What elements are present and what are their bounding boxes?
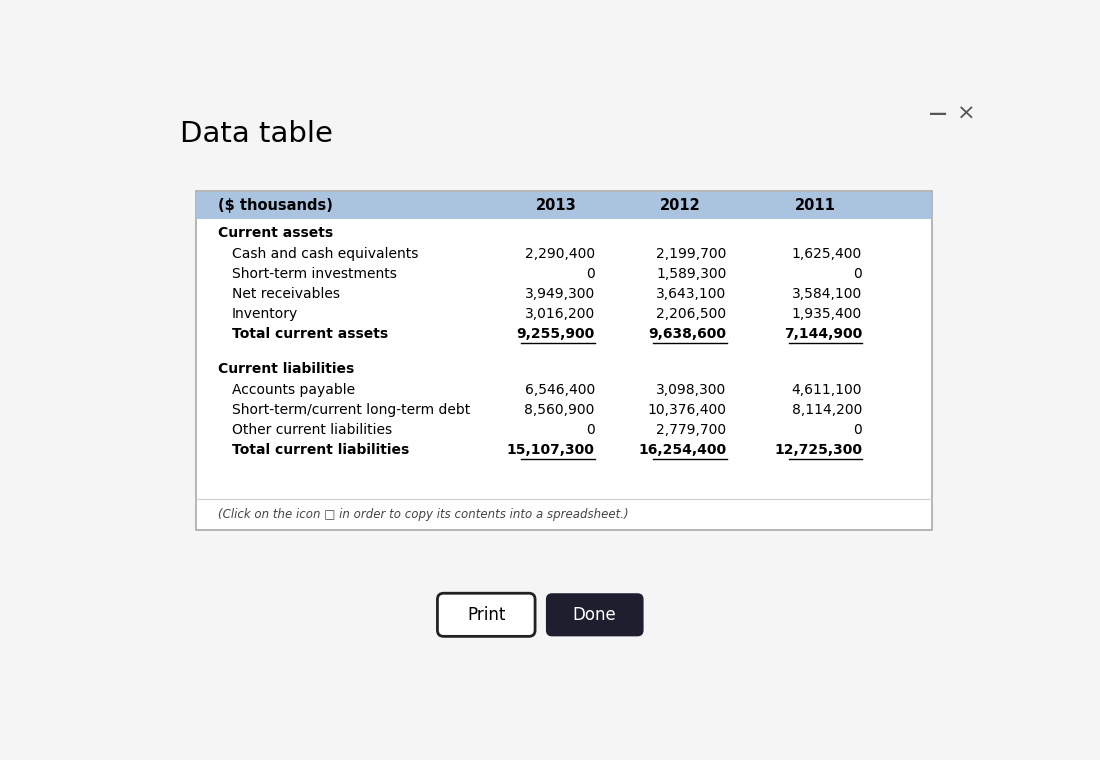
FancyBboxPatch shape bbox=[546, 594, 644, 636]
Text: —: — bbox=[930, 105, 947, 123]
Text: 8,114,200: 8,114,200 bbox=[792, 403, 862, 417]
Text: 7,144,900: 7,144,900 bbox=[784, 327, 862, 341]
FancyBboxPatch shape bbox=[438, 594, 535, 636]
Text: Data table: Data table bbox=[180, 121, 333, 148]
Text: 16,254,400: 16,254,400 bbox=[638, 443, 726, 458]
Text: 10,376,400: 10,376,400 bbox=[648, 403, 726, 417]
Text: 9,638,600: 9,638,600 bbox=[649, 327, 726, 341]
Text: Print: Print bbox=[468, 606, 505, 624]
Text: 3,949,300: 3,949,300 bbox=[525, 287, 595, 301]
Text: 0: 0 bbox=[854, 267, 862, 280]
Bar bbox=[197, 192, 931, 219]
Bar bbox=[196, 192, 932, 530]
Text: 0: 0 bbox=[854, 423, 862, 437]
Text: 3,016,200: 3,016,200 bbox=[525, 307, 595, 321]
Text: 2012: 2012 bbox=[660, 198, 701, 214]
Text: Current assets: Current assets bbox=[218, 226, 333, 240]
Text: 6,546,400: 6,546,400 bbox=[525, 383, 595, 397]
Text: 15,107,300: 15,107,300 bbox=[507, 443, 595, 458]
Text: ($ thousands): ($ thousands) bbox=[218, 198, 333, 214]
Text: 2,290,400: 2,290,400 bbox=[525, 247, 595, 261]
Text: 1,589,300: 1,589,300 bbox=[656, 267, 726, 280]
Text: 3,584,100: 3,584,100 bbox=[792, 287, 862, 301]
Text: 3,643,100: 3,643,100 bbox=[657, 287, 726, 301]
Text: Inventory: Inventory bbox=[232, 307, 298, 321]
Text: Short-term/current long-term debt: Short-term/current long-term debt bbox=[232, 403, 471, 417]
Text: 0: 0 bbox=[586, 267, 595, 280]
Text: Short-term investments: Short-term investments bbox=[232, 267, 397, 280]
Text: Done: Done bbox=[573, 606, 617, 624]
Text: 8,560,900: 8,560,900 bbox=[525, 403, 595, 417]
Text: 9,255,900: 9,255,900 bbox=[517, 327, 595, 341]
Text: Other current liabilities: Other current liabilities bbox=[232, 423, 393, 437]
Text: 4,611,100: 4,611,100 bbox=[792, 383, 862, 397]
Text: 2,206,500: 2,206,500 bbox=[657, 307, 726, 321]
Text: 3,098,300: 3,098,300 bbox=[657, 383, 726, 397]
Text: ×: × bbox=[957, 103, 976, 124]
Text: 0: 0 bbox=[586, 423, 595, 437]
Text: Cash and cash equivalents: Cash and cash equivalents bbox=[232, 247, 418, 261]
Text: 2011: 2011 bbox=[795, 198, 836, 214]
Text: 2,199,700: 2,199,700 bbox=[656, 247, 726, 261]
Text: Net receivables: Net receivables bbox=[232, 287, 340, 301]
Text: Current liabilities: Current liabilities bbox=[218, 363, 354, 376]
Text: Total current assets: Total current assets bbox=[232, 327, 388, 341]
Text: 2013: 2013 bbox=[536, 198, 576, 214]
Text: 12,725,300: 12,725,300 bbox=[774, 443, 862, 458]
Text: 1,625,400: 1,625,400 bbox=[792, 247, 862, 261]
Text: (Click on the icon □ in order to copy its contents into a spreadsheet.): (Click on the icon □ in order to copy it… bbox=[218, 508, 629, 521]
Text: 2,779,700: 2,779,700 bbox=[657, 423, 726, 437]
Text: Accounts payable: Accounts payable bbox=[232, 383, 355, 397]
Text: 1,935,400: 1,935,400 bbox=[792, 307, 862, 321]
Text: Total current liabilities: Total current liabilities bbox=[232, 443, 409, 458]
